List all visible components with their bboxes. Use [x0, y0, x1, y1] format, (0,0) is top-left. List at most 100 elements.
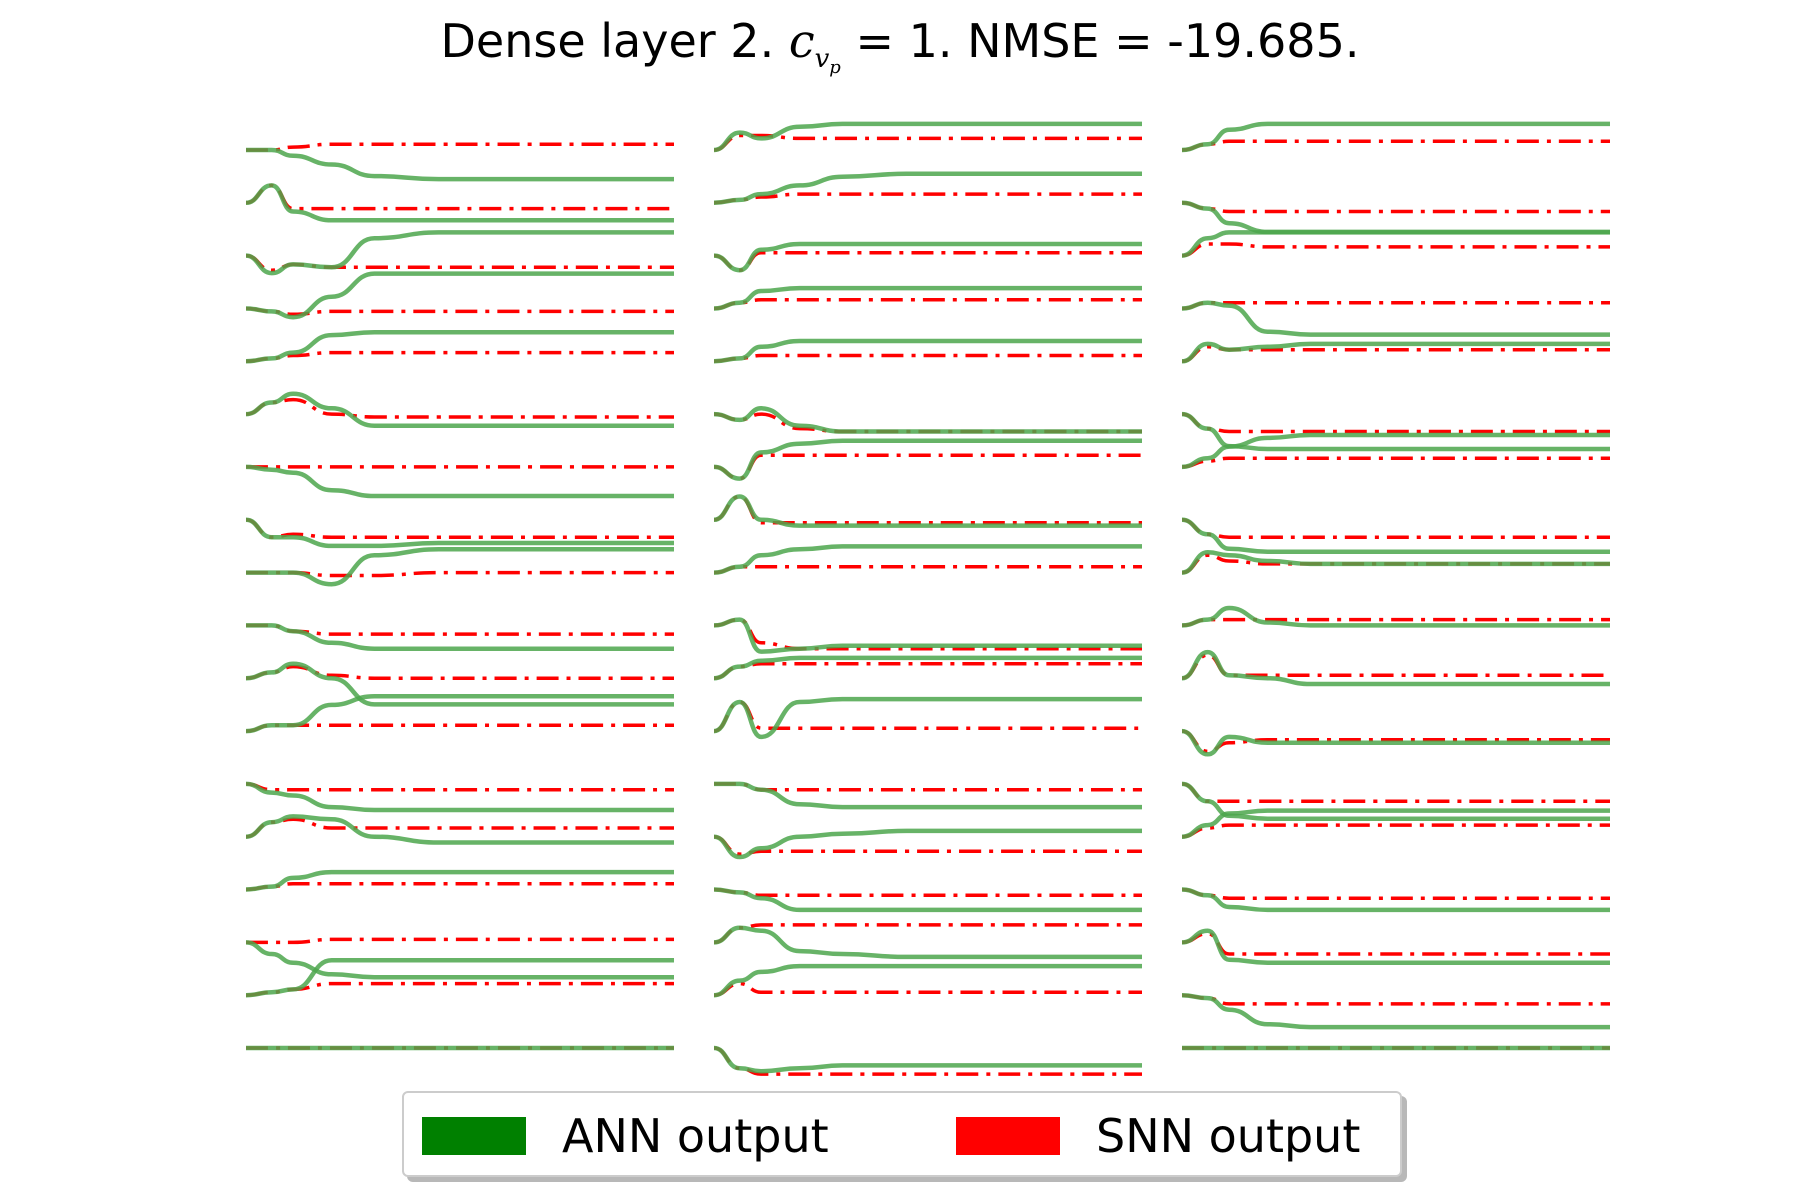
ann-trace-panel2-5 [713, 338, 1142, 364]
snn-trace-panel3-17 [1181, 993, 1610, 1006]
title-symbol-sub: v [814, 44, 830, 74]
ann-trace-panel1-4 [245, 271, 675, 320]
ann-trace-panel1-15 [245, 869, 674, 892]
snn-trace-panel1-3 [245, 253, 675, 272]
snn-trace-panel1-13 [245, 782, 674, 792]
snn-trace-panel2-2 [713, 192, 1142, 205]
ann-trace-panel3-4 [1181, 300, 1610, 337]
ann-trace-panel3-7 [1181, 432, 1610, 470]
snn-trace-panel3-15 [1181, 887, 1610, 900]
snn-trace-panel2-4 [713, 298, 1142, 311]
snn-trace-panel3-14 [1181, 823, 1610, 839]
snn-trace-panel1-1 [245, 142, 674, 152]
ann-trace-panel3-11 [1181, 649, 1610, 687]
ann-trace-panel1-12 [245, 693, 674, 734]
title-symbol-subsub: p [829, 57, 841, 78]
legend-label-snn: SNN output [1096, 1109, 1361, 1163]
ann-trace-panel2-11 [713, 655, 1142, 681]
ann-trace-panel3-15 [1181, 887, 1611, 913]
ann-trace-panel3-17 [1181, 992, 1610, 1030]
ann-trace-panel2-12 [713, 696, 1142, 740]
ann-trace-panel3-10 [1181, 605, 1610, 628]
ann-trace-panel1-6 [245, 391, 674, 428]
ann-trace-panel2-6 [713, 406, 1142, 434]
snn-trace-panel2-5 [713, 353, 1142, 364]
ann-trace-panel3-16 [1181, 928, 1610, 965]
ann-trace-panel3-6 [1181, 411, 1610, 452]
ann-trace-panel1-17 [245, 958, 674, 998]
ann-trace-panel3-2 [1181, 200, 1610, 235]
snn-trace-panel1-2 [245, 183, 674, 211]
title-prefix: Dense layer 2. [440, 14, 775, 68]
ann-trace-panel1-13 [245, 781, 674, 813]
snn-trace-panel2-13 [713, 782, 1142, 792]
ann-trace-panel1-3 [245, 230, 674, 276]
snn-trace-panel1-12 [245, 723, 674, 733]
ann-trace-panel2-2 [713, 171, 1142, 206]
ann-trace-panel2-14 [713, 828, 1142, 860]
snn-trace-panel3-1 [1181, 139, 1610, 152]
snn-trace-panel2-9 [713, 565, 1142, 575]
snn-trace-panel1-9 [246, 570, 674, 578]
ann-trace-panel2-18 [713, 1045, 1142, 1074]
legend: ANN output SNN output [402, 1091, 1402, 1177]
snn-trace-panel1-5 [245, 350, 674, 364]
ann-trace-panel2-1 [713, 121, 1142, 153]
legend-swatch-ann [422, 1117, 526, 1155]
ann-trace-panel2-10 [713, 617, 1142, 654]
snn-trace-panel3-13 [1181, 782, 1610, 804]
title-symbol: cvp [788, 14, 841, 78]
ann-trace-panel2-9 [713, 544, 1142, 575]
ann-trace-panel1-7 [245, 464, 674, 499]
snn-trace-panel2-10 [713, 617, 1142, 651]
ann-trace-panel2-17 [713, 963, 1142, 998]
ann-trace-panel3-3 [1181, 230, 1610, 258]
snn-trace-panel1-15 [245, 881, 674, 892]
ann-trace-panel3-12 [1181, 728, 1610, 757]
ann-trace-panel1-10 [245, 623, 674, 651]
snn-trace-panel2-17 [713, 981, 1142, 997]
ann-trace-panel3-9 [1181, 550, 1610, 575]
ann-trace-panel3-1 [1181, 121, 1610, 153]
ann-trace-panel2-3 [713, 241, 1142, 273]
snn-trace-panel2-3 [713, 250, 1142, 272]
ann-trace-panel1-5 [245, 329, 674, 364]
ann-trace-panel1-8 [245, 517, 674, 549]
snn-trace-panel1-17 [245, 981, 674, 997]
ann-trace-panel2-8 [713, 494, 1142, 528]
snn-trace-panel3-16 [1181, 931, 1611, 956]
snn-trace-panel3-2 [1181, 201, 1610, 214]
snn-trace-panel3-7 [1181, 456, 1610, 469]
snn-trace-panel2-7 [713, 453, 1142, 481]
ann-trace-panel3-13 [1181, 781, 1610, 821]
legend-entry-ann: ANN output [422, 1093, 829, 1179]
snn-trace-panel3-10 [1181, 617, 1610, 628]
title-suffix: = 1. NMSE = -19.685. [855, 14, 1360, 68]
title-symbol-main: c [788, 14, 815, 68]
snn-trace-panel3-8 [1181, 518, 1610, 539]
ann-trace-panel3-14 [1181, 808, 1610, 839]
ann-trace-panel2-16 [713, 925, 1142, 960]
ann-trace-panel1-14 [245, 814, 674, 845]
ann-trace-panel3-8 [1181, 517, 1610, 554]
snn-trace-panel2-11 [713, 661, 1142, 680]
ann-trace-panel2-15 [713, 887, 1143, 913]
ann-trace-panel1-16 [245, 940, 674, 980]
snn-trace-panel3-4 [1181, 300, 1610, 311]
ann-trace-panel1-2 [245, 183, 674, 223]
snn-trace-panel2-15 [713, 887, 1142, 898]
ann-trace-panel1-9 [246, 547, 674, 587]
snn-trace-panel1-10 [245, 623, 674, 636]
legend-label-ann: ANN output [562, 1109, 829, 1163]
snn-trace-panel1-8 [245, 518, 674, 539]
ann-trace-panel3-5 [1181, 341, 1610, 364]
chart-title: Dense layer 2. cvp = 1. NMSE = -19.685. [0, 14, 1800, 78]
ann-trace-panel2-7 [713, 438, 1142, 481]
legend-entry-snn: SNN output [956, 1093, 1360, 1179]
snn-trace-panel3-3 [1181, 242, 1610, 258]
legend-swatch-snn [956, 1117, 1060, 1155]
ann-trace-panel2-4 [713, 285, 1142, 311]
snn-trace-panel3-6 [1181, 412, 1610, 434]
